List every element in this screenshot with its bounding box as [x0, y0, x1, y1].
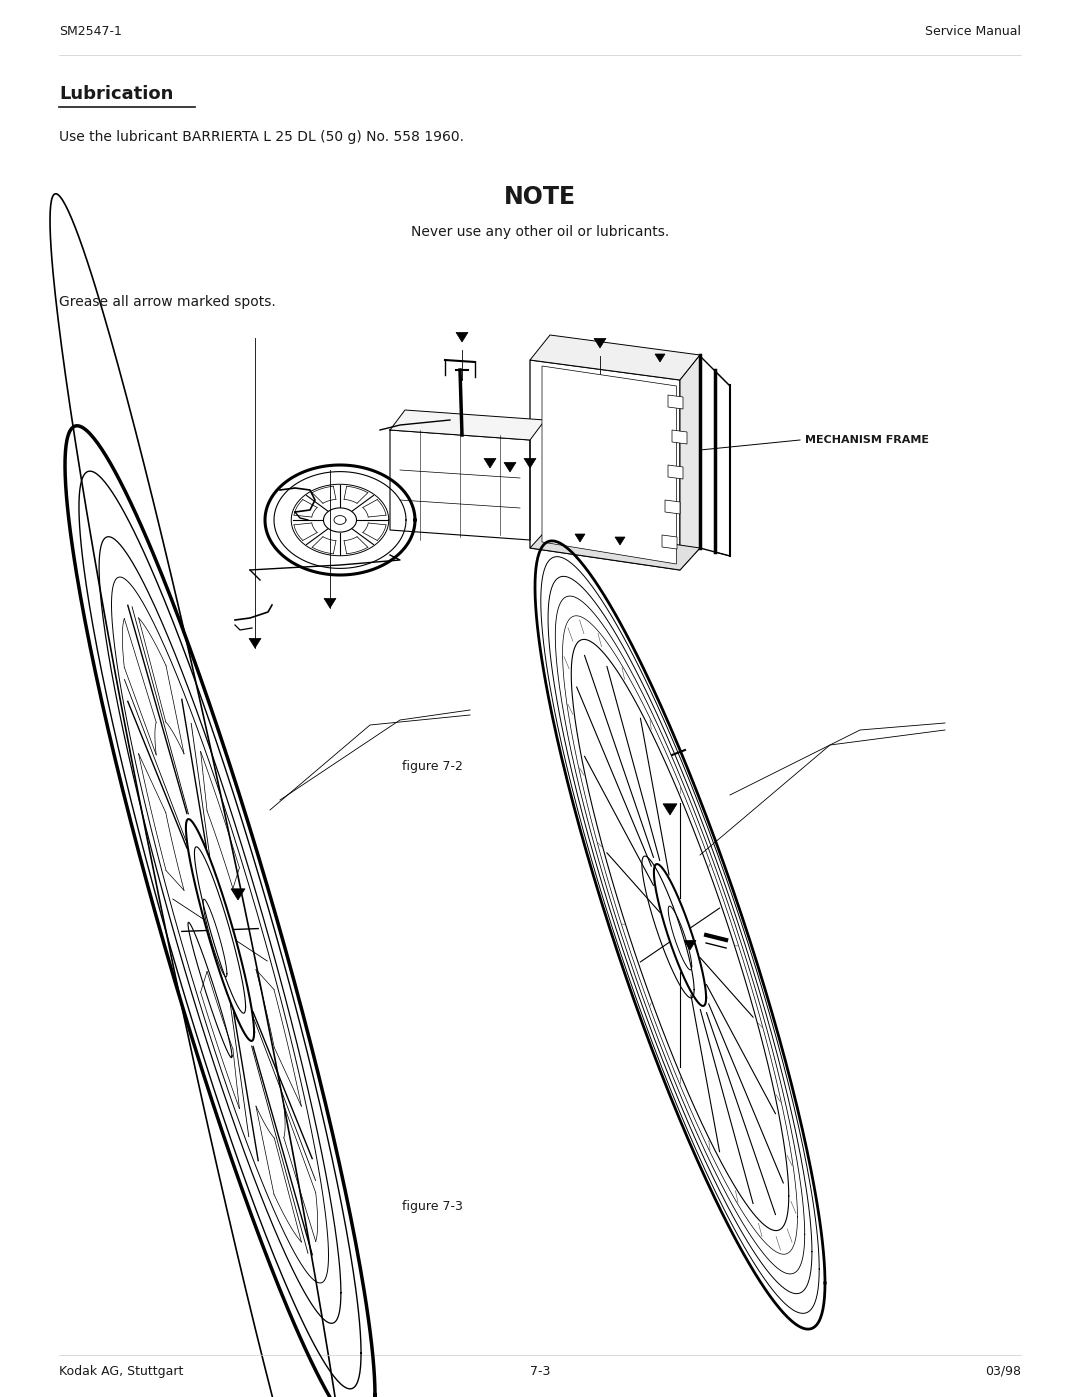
Polygon shape [654, 353, 665, 362]
Polygon shape [456, 332, 468, 342]
Polygon shape [530, 335, 700, 380]
Text: Service Manual: Service Manual [924, 25, 1021, 38]
Text: 7-3: 7-3 [530, 1365, 550, 1377]
Polygon shape [530, 360, 680, 570]
Polygon shape [669, 395, 683, 409]
Polygon shape [575, 534, 585, 542]
Text: NOTE: NOTE [504, 184, 576, 210]
Polygon shape [672, 430, 687, 444]
Polygon shape [524, 458, 536, 468]
Text: Lubrication: Lubrication [59, 85, 174, 103]
Polygon shape [615, 536, 625, 545]
Text: Grease all arrow marked spots.: Grease all arrow marked spots. [59, 295, 275, 309]
Polygon shape [542, 366, 676, 564]
Polygon shape [665, 500, 680, 514]
Polygon shape [594, 338, 606, 348]
Polygon shape [663, 803, 677, 814]
Polygon shape [324, 598, 336, 608]
Text: 03/98: 03/98 [985, 1365, 1021, 1377]
Polygon shape [662, 535, 677, 549]
Polygon shape [669, 465, 683, 479]
Polygon shape [680, 355, 700, 570]
Polygon shape [504, 462, 516, 472]
Polygon shape [249, 638, 261, 648]
Text: Kodak AG, Stuttgart: Kodak AG, Stuttgart [59, 1365, 184, 1377]
Polygon shape [530, 527, 700, 570]
Polygon shape [484, 458, 496, 468]
Text: SM2547-1: SM2547-1 [59, 25, 122, 38]
Text: figure 7-3: figure 7-3 [402, 1200, 462, 1213]
Text: figure 7-2: figure 7-2 [402, 760, 462, 773]
Text: Use the lubricant BARRIERTA L 25 DL (50 g) No. 558 1960.: Use the lubricant BARRIERTA L 25 DL (50 … [59, 130, 464, 144]
Polygon shape [684, 940, 696, 950]
Text: MECHANISM FRAME: MECHANISM FRAME [805, 434, 929, 446]
Polygon shape [390, 409, 545, 440]
Polygon shape [231, 888, 245, 900]
Text: Never use any other oil or lubricants.: Never use any other oil or lubricants. [410, 225, 670, 239]
